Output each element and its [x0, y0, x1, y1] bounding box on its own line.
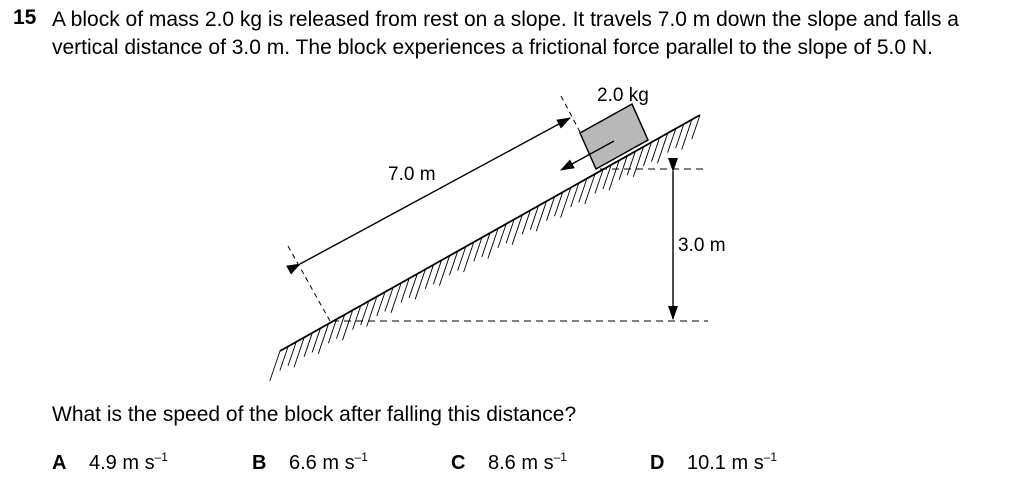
option-value: 10.1 m s — [687, 452, 764, 474]
option-letter: D — [650, 452, 665, 474]
option-exponent: –1 — [763, 450, 778, 464]
question-number: 15 — [13, 6, 37, 29]
question-prompt: What is the speed of the block after fal… — [52, 403, 577, 426]
option-exponent: –1 — [154, 450, 168, 464]
option-letter: A — [52, 452, 67, 474]
slope-surface — [279, 114, 701, 352]
block — [579, 102, 649, 171]
option-b[interactable]: B 6.6 m s–1 — [252, 450, 368, 475]
option-d[interactable]: D 10.1 m s–1 — [650, 450, 778, 475]
option-letter: B — [252, 452, 267, 474]
mass-label: 2.0 kg — [597, 85, 649, 106]
friction-arrow — [560, 140, 615, 171]
option-value: 8.6 m s — [488, 452, 554, 474]
option-a[interactable]: A 4.9 m s–1 — [52, 450, 168, 475]
option-value: 4.9 m s — [89, 452, 155, 474]
ground-hatching — [269, 114, 701, 382]
stem-line-1: A block of mass 2.0 kg is released from … — [52, 8, 959, 31]
option-exponent: –1 — [553, 450, 567, 464]
option-exponent: –1 — [354, 450, 368, 464]
option-letter: C — [451, 452, 466, 474]
distance-arrow — [286, 117, 571, 275]
end-guide-dashed — [287, 245, 331, 322]
option-value: 6.6 m s — [289, 452, 355, 474]
height-label: 3.0 m — [678, 235, 726, 256]
distance-label: 7.0 m — [388, 164, 436, 185]
question-stem: A block of mass 2.0 kg is released from … — [52, 6, 1014, 62]
option-c[interactable]: C 8.6 m s–1 — [451, 450, 567, 475]
stem-line-2: vertical distance of 3.0 m. The block ex… — [52, 36, 933, 59]
